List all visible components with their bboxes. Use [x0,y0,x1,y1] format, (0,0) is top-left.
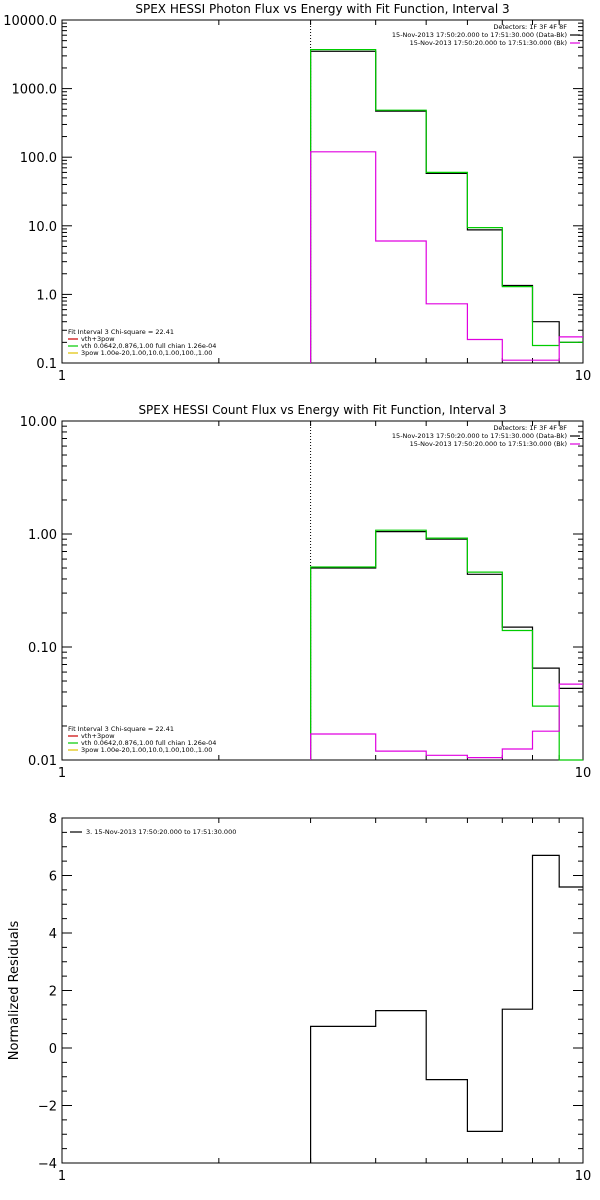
y-tick-label: 1.00 [28,528,57,543]
series-2-steps [310,151,583,363]
legend-entry: vth+3pow [81,732,115,740]
y-tick-label: 1000.0 [12,83,58,98]
y-tick-label: 0 [49,1042,57,1057]
plot-frame [61,817,584,1164]
y-tick-label: 10.00 [20,415,57,430]
legend-entry: vth 0.0642,0.876,1.00 full chian 1.26e-0… [81,739,216,747]
legend-entry: 3pow 1.00e-20,1.00,10.0,1.00,100.,1.00 [81,746,212,754]
y-tick-label: 100.0 [20,151,57,166]
x-tick-label: 1 [58,369,66,384]
series-0-steps [310,50,583,363]
legend-entry: 15-Nov-2013 17:50:20.000 to 17:51:30.000… [410,440,567,448]
x-tick-label: 1 [58,1169,66,1184]
series-1-steps [310,49,583,363]
y-tick-label: 0.01 [28,754,57,769]
y-tick-label: 1.0 [36,288,57,303]
chart-title: SPEX HESSI Photon Flux vs Energy with Fi… [135,2,509,16]
plot-frame [61,19,584,364]
series-0-steps [310,531,583,760]
legend-entry: Detectors: 1F 3F 4F 8F [493,23,567,31]
x-tick-label: 10 [575,369,592,384]
photon-flux-panel: SPEX HESSI Photon Flux vs Energy with Fi… [3,2,591,384]
y-tick-label: 10000.0 [3,14,57,29]
y-tick-label: 10.0 [28,220,57,235]
plot-frame [61,420,584,761]
x-tick-label: 10 [575,1169,592,1184]
y-tick-label: 0.10 [28,641,57,656]
y-tick-label: 0.1 [36,357,57,372]
y-tick-label: 8 [49,812,57,827]
y-tick-label: 2 [49,985,57,1000]
x-tick-label: 10 [575,766,592,781]
legend-entry: vth 0.0642,0.876,1.00 full chian 1.26e-0… [81,342,216,350]
legend-entry: 15-Nov-2013 17:50:20.000 to 17:51:30.000… [410,39,567,47]
series-2-steps [310,683,583,760]
residuals-panel: 1 10 8 6 4 2 0 −2 −4 Normalized Residuals 3. 15-No… [7,812,591,1184]
chart-title: SPEX HESSI Count Flux vs Energy with Fit… [138,403,506,417]
legend-entry: 15-Nov-2013 17:50:20.000 to 17:51:30.000… [392,31,567,39]
y-tick-label: −4 [38,1157,57,1172]
series-0-steps [310,854,583,1163]
legend-entry: 3pow 1.00e-20,1.00,10.0,1.00,100.,1.00 [81,349,212,357]
y-axis-label: Normalized Residuals [7,921,22,1061]
y-tick-label: 4 [49,927,57,942]
y-tick-label: 6 [49,870,57,885]
legend-entry: Detectors: 1F 3F 4F 8F [493,424,567,432]
legend-entry: vth+3pow [81,335,115,343]
legend-entry: Fit Interval 3 Chi-square = 22.41 [68,328,174,336]
series-1-steps [310,529,583,761]
y-tick-label: −2 [38,1100,57,1115]
legend-entry: Fit Interval 3 Chi-square = 22.41 [68,725,174,733]
count-flux-panel: SPEX HESSI Count Flux vs Energy with Fit… [20,403,591,781]
legend-entry: 15-Nov-2013 17:50:20.000 to 17:51:30.000… [392,432,567,440]
legend-entry: 3. 15-Nov-2013 17:50:20.000 to 17:51:30.… [86,828,236,836]
x-tick-label: 1 [58,766,66,781]
